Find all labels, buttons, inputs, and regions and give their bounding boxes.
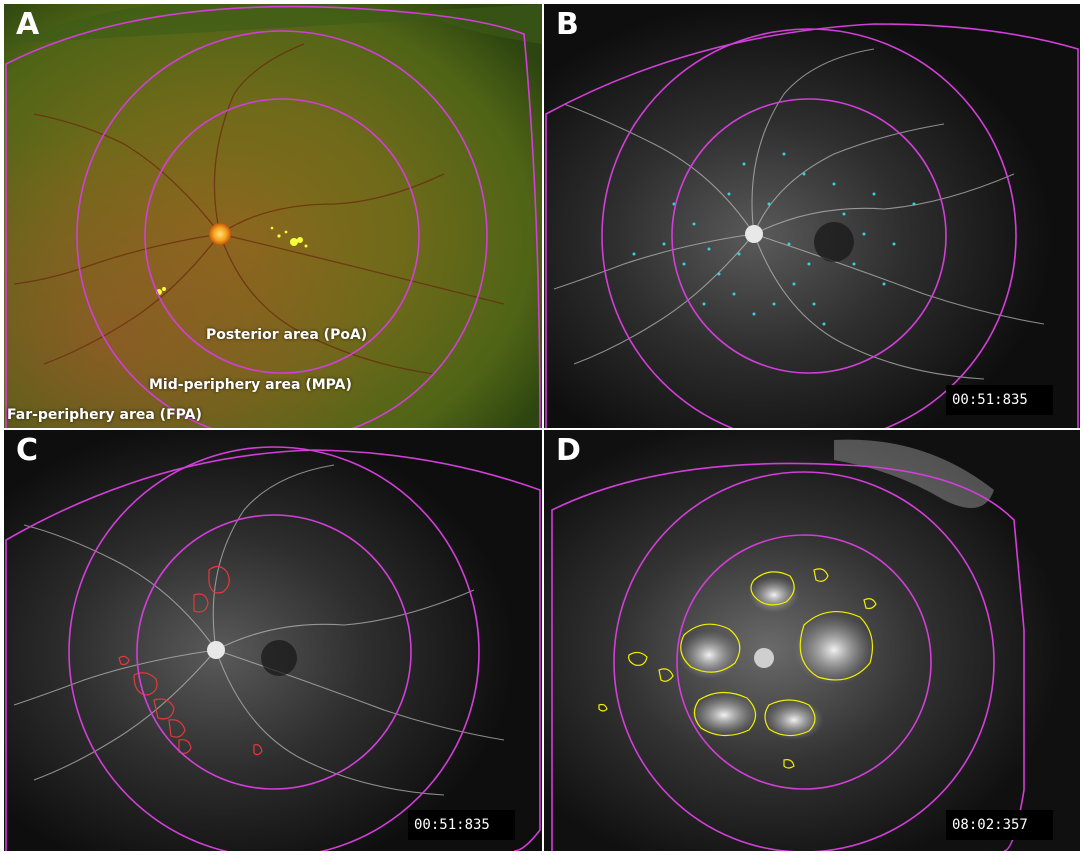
far-periphery-area-label: Far-periphery area (FPA) xyxy=(7,407,202,423)
fundus-color-image xyxy=(4,4,542,428)
timestamp-label: 08:02:357 xyxy=(946,810,1053,840)
panel-label: D xyxy=(556,433,581,468)
panel-label: A xyxy=(16,7,40,42)
panel-d: D 08:02:357 xyxy=(544,430,1080,851)
panel-label: C xyxy=(16,433,39,468)
angiogram-image-b xyxy=(544,4,1080,428)
mid-periphery-area-label: Mid-periphery area (MPA) xyxy=(149,377,352,393)
timestamp-label: 00:51:835 xyxy=(408,810,515,840)
panel-c: C 00:51:835 xyxy=(4,430,542,851)
timestamp-label: 00:51:835 xyxy=(946,385,1053,415)
posterior-area-label: Posterior area (PoA) xyxy=(206,327,368,343)
angiogram-image-d xyxy=(544,430,1080,851)
angiogram-image-c xyxy=(4,430,542,851)
panel-b: B 00:51:835 xyxy=(544,4,1080,428)
panel-label: B xyxy=(556,7,579,42)
panel-a: A Posterior area (PoA) Mid-periphery are… xyxy=(4,4,542,428)
